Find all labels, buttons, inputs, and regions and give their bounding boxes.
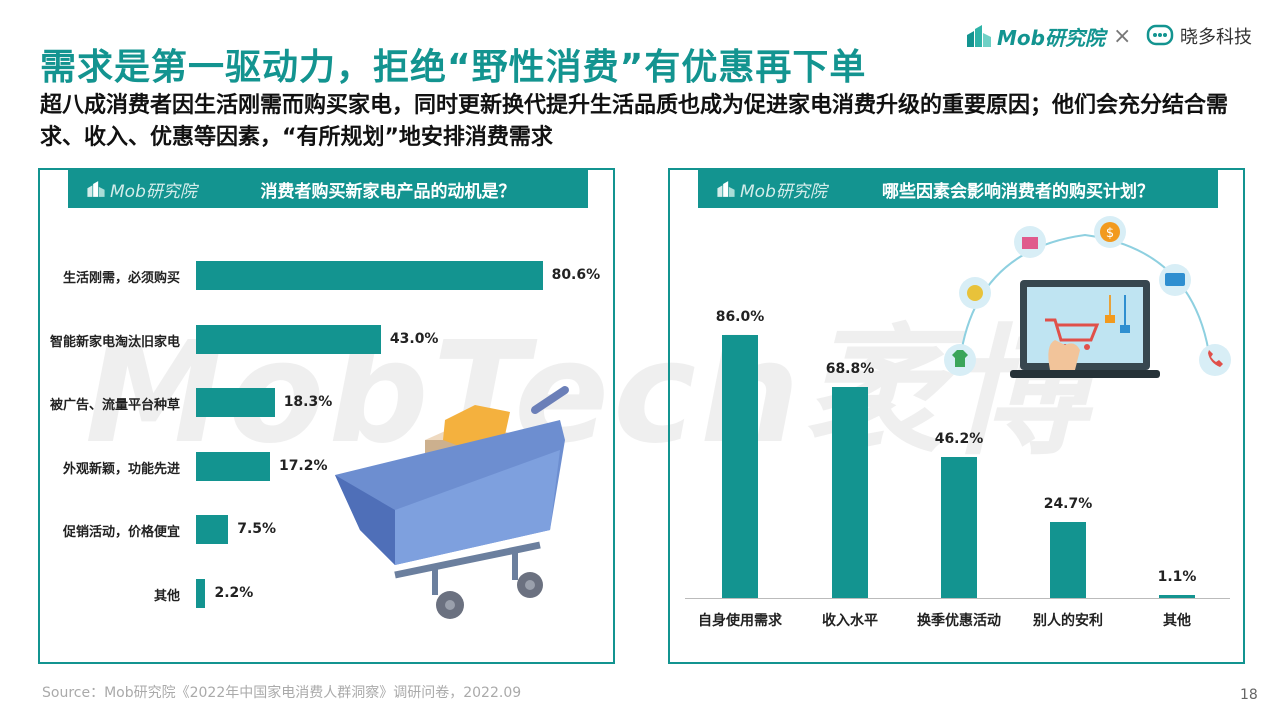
bar-category-label: 外观新颖，功能先进: [62, 461, 180, 477]
bar-value-label: 43.0%: [389, 330, 439, 347]
bar-category-label: 其他: [153, 588, 180, 604]
bar: [832, 387, 868, 598]
bar-value-label: 68.8%: [825, 361, 875, 378]
mob-logo: Mob研究院: [965, 20, 1105, 52]
bar-value-label: 1.1%: [1157, 568, 1197, 585]
mob-logo-icon: [87, 181, 105, 197]
left-chart-title: 消费者购买新家电产品的动机是？: [260, 181, 516, 202]
bar: [196, 324, 381, 354]
laptop-shopping-illustration: $: [944, 216, 1231, 378]
right-panel-logo-text: Mob研究院: [740, 181, 827, 202]
xiaoduo-logo-icon: [1146, 24, 1174, 46]
bar-category-label: 自身使用需求: [698, 613, 782, 629]
svg-text:$: $: [1106, 226, 1114, 241]
x-axis-line: [685, 598, 1230, 599]
right-panel-header: Mob研究院 哪些因素会影响消费者的购买计划？: [698, 170, 1218, 208]
left-panel-header: Mob研究院 消费者购买新家电产品的动机是？: [68, 170, 588, 208]
bar-category-label: 被广告、流量平台种草: [49, 398, 180, 413]
bar-category-label: 换季优惠活动: [917, 613, 1001, 629]
bar-value-label: 86.0%: [715, 308, 765, 325]
mob-logo-icon: [967, 25, 991, 47]
phone-icon: [1199, 344, 1231, 376]
bar-category-label: 智能新家电淘汰旧家电: [49, 334, 180, 350]
bar-category-label: 生活刚需，必须购买: [62, 271, 180, 286]
page-title: 需求是第一驱动力，拒绝“野性消费”有优惠再下单: [40, 47, 867, 88]
right-panel-logo: Mob研究院: [698, 177, 858, 202]
source-note: Source：Mob研究院《2022年中国家电消费人群洞察》调研问卷，2022.…: [42, 685, 522, 701]
bar: [196, 578, 206, 608]
bar-category-label: 收入水平: [822, 613, 878, 629]
bar-value-label: 2.2%: [214, 584, 254, 601]
bar: [196, 515, 229, 544]
mob-logo-text: Mob研究院: [997, 25, 1105, 50]
bar-value-label: 7.5%: [237, 521, 277, 537]
page-number: 18: [1240, 687, 1258, 703]
bar-value-label: 46.2%: [934, 430, 984, 447]
left-chart-panel: Mob研究院 消费者购买新家电产品的动机是？ 生活刚需，必须购买 80.6% 智能新…: [38, 168, 615, 664]
bar: [722, 334, 758, 598]
bar: [1159, 594, 1195, 598]
bar-value-label: 80.6%: [551, 267, 601, 283]
bar: [196, 261, 543, 290]
right-chart-title: 哪些因素会影响消费者的购买计划？: [882, 181, 1154, 202]
right-chart-panel: Mob研究院 哪些因素会影响消费者的购买计划？ $: [668, 168, 1245, 664]
bar: [1050, 522, 1086, 598]
shopping-cart-illustration: [335, 386, 569, 619]
bar: [196, 388, 275, 417]
xiaoduo-logo-text: 晓多科技: [1180, 27, 1252, 48]
bar-category-label: 促销活动，价格便宜: [62, 525, 180, 540]
bar-value-label: 24.7%: [1043, 496, 1093, 513]
left-panel-logo: Mob研究院: [68, 177, 228, 202]
bar: [941, 456, 977, 598]
bar-category-label: 其他: [1163, 613, 1191, 629]
bar-value-label: 17.2%: [278, 457, 328, 474]
bar: [196, 451, 270, 481]
left-panel-logo-text: Mob研究院: [110, 181, 197, 202]
xiaoduo-logo: 晓多科技: [1146, 20, 1252, 52]
logo-separator: ×: [1113, 23, 1132, 49]
page-subtitle: 超八成消费者因生活刚需而购买家电，同时更新换代提升生活品质也成为促进家电消费升级…: [40, 93, 1229, 150]
bar-value-label: 18.3%: [283, 394, 333, 410]
mob-logo-icon: [717, 181, 735, 197]
bar-category-label: 别人的安利: [1033, 613, 1103, 629]
